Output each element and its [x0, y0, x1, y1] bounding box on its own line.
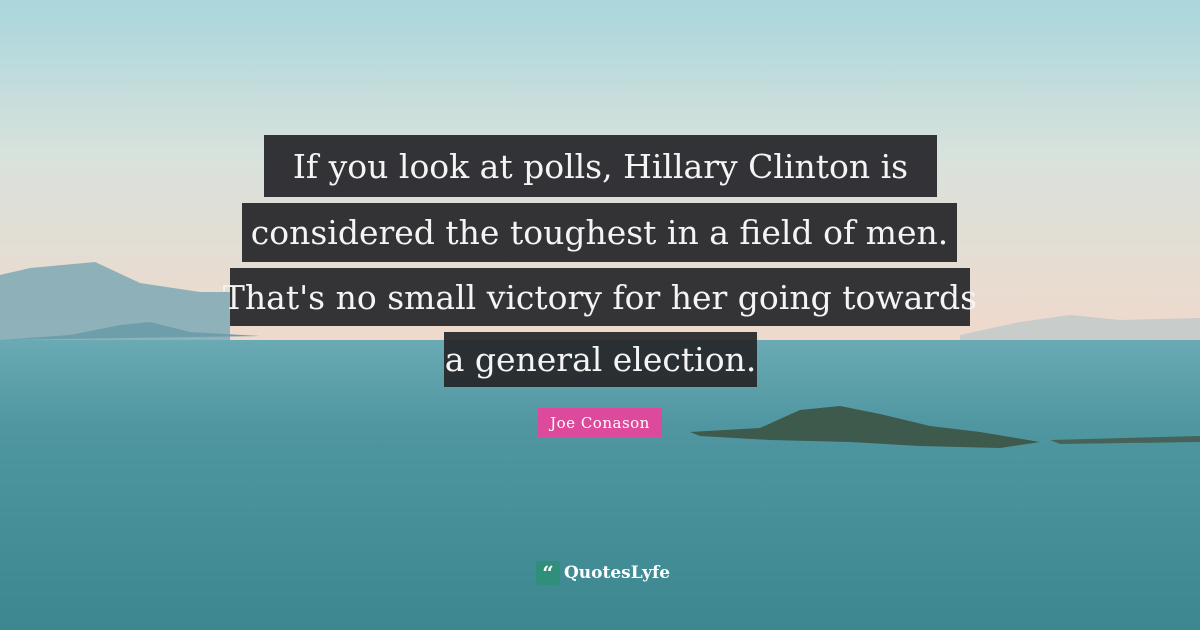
quote-mark-icon: “	[536, 561, 560, 585]
author-badge[interactable]: Joe Conason	[538, 408, 662, 437]
brand-name: QuotesLyfe	[564, 563, 671, 583]
quote-line-4: a general election.	[444, 332, 757, 387]
quote-line-2: considered the toughest in a field of me…	[242, 203, 957, 262]
quote-line-3: That's no small victory for her going to…	[223, 268, 977, 326]
brand-logo[interactable]: “ QuotesLyfe	[536, 561, 670, 585]
quote-line-1: If you look at polls, Hillary Clinton is	[264, 135, 937, 197]
